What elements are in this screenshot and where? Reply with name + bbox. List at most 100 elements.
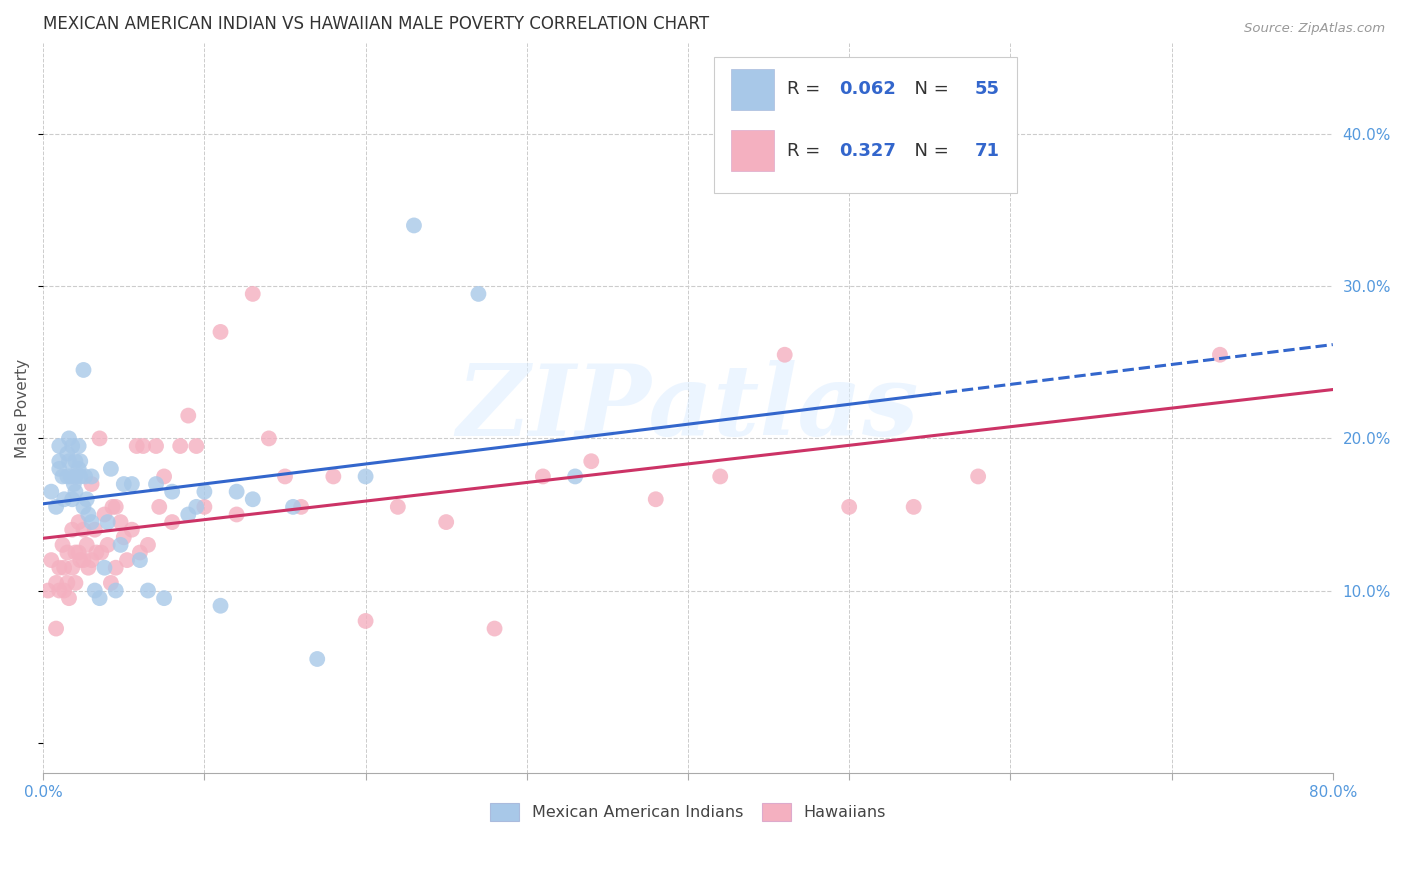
Point [186, 500, 208, 514]
Point [104, 560, 127, 574]
Point [1209, 348, 1232, 362]
Point [67, 545, 90, 559]
Point [83, 523, 105, 537]
Point [83, 583, 105, 598]
Point [60, 523, 83, 537]
Point [484, 622, 506, 636]
Point [56, 447, 79, 461]
Point [110, 538, 132, 552]
Point [75, 469, 97, 483]
Point [48, 462, 70, 476]
Point [121, 477, 143, 491]
Text: Source: ZipAtlas.com: Source: ZipAtlas.com [1244, 22, 1385, 36]
Point [59, 469, 82, 483]
Point [112, 477, 135, 491]
Point [132, 439, 155, 453]
Text: 55: 55 [974, 80, 1000, 98]
Point [65, 545, 87, 559]
Point [177, 409, 200, 423]
Text: MEXICAN AMERICAN INDIAN VS HAWAIIAN MALE POVERTY CORRELATION CHART: MEXICAN AMERICAN INDIAN VS HAWAIIAN MALE… [44, 15, 709, 33]
Point [121, 523, 143, 537]
Point [322, 469, 344, 483]
Point [160, 484, 183, 499]
Legend: Mexican American Indians, Hawaiians: Mexican American Indians, Hawaiians [484, 797, 893, 827]
Point [69, 469, 91, 483]
Point [838, 500, 860, 514]
Point [89, 431, 111, 445]
Text: N =: N = [903, 80, 955, 98]
Point [48, 454, 70, 468]
Point [80, 469, 103, 483]
Point [60, 439, 83, 453]
Point [67, 439, 90, 453]
Point [104, 500, 127, 514]
Point [281, 500, 304, 514]
Point [53, 492, 76, 507]
Point [65, 469, 87, 483]
Point [153, 469, 176, 483]
Text: 0.062: 0.062 [839, 80, 896, 98]
Point [63, 477, 86, 491]
Point [67, 462, 90, 476]
Point [72, 523, 94, 537]
Point [90, 545, 112, 559]
Point [58, 431, 80, 445]
Point [145, 477, 167, 491]
Point [72, 500, 94, 514]
Point [60, 560, 83, 574]
Point [56, 545, 79, 559]
Point [531, 469, 554, 483]
Point [65, 454, 87, 468]
Point [225, 508, 247, 522]
Point [77, 560, 100, 574]
Point [101, 500, 124, 514]
Point [115, 553, 138, 567]
Point [93, 560, 115, 574]
Point [45, 622, 67, 636]
FancyBboxPatch shape [731, 69, 775, 110]
Point [39, 484, 62, 499]
Point [67, 515, 90, 529]
Point [177, 508, 200, 522]
FancyBboxPatch shape [714, 57, 1017, 193]
Point [112, 530, 135, 544]
Point [80, 477, 103, 491]
Point [209, 325, 232, 339]
Point [564, 469, 586, 483]
Point [148, 500, 170, 514]
Point [48, 560, 70, 574]
Point [97, 515, 120, 529]
Text: ZIPatlas: ZIPatlas [457, 359, 920, 456]
Point [51, 538, 73, 552]
Point [100, 576, 122, 591]
Point [186, 439, 208, 453]
Point [80, 515, 103, 529]
Point [48, 583, 70, 598]
Point [39, 553, 62, 567]
Point [193, 500, 215, 514]
Point [290, 500, 312, 514]
Point [65, 484, 87, 499]
Point [242, 286, 264, 301]
Point [402, 219, 425, 233]
Point [76, 538, 98, 552]
Point [160, 515, 183, 529]
Point [56, 576, 79, 591]
Point [93, 508, 115, 522]
Point [434, 515, 457, 529]
Point [58, 591, 80, 606]
Point [97, 538, 120, 552]
Text: R =: R = [787, 142, 827, 160]
Point [60, 492, 83, 507]
Point [76, 492, 98, 507]
Point [56, 469, 79, 483]
Point [48, 439, 70, 453]
Point [65, 576, 87, 591]
Point [145, 439, 167, 453]
Point [72, 363, 94, 377]
Point [129, 545, 152, 559]
Point [45, 500, 67, 514]
Point [169, 439, 191, 453]
Point [89, 591, 111, 606]
Point [45, 576, 67, 591]
